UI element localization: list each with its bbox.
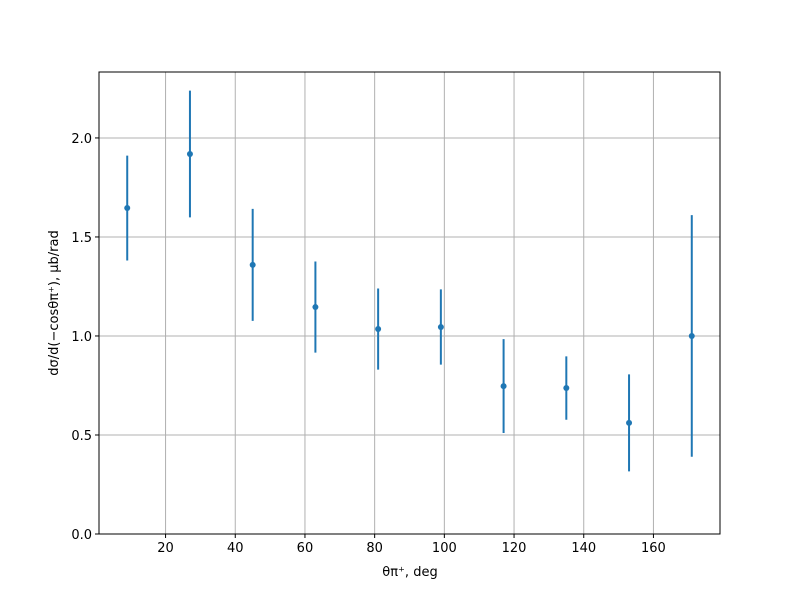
- y-tick-label: 0.0: [71, 528, 92, 543]
- y-tick-label: 1.5: [71, 231, 92, 246]
- x-tick-label: 80: [366, 541, 383, 556]
- data-point: [500, 383, 507, 390]
- data-point: [688, 332, 695, 339]
- y-tick-label: 1.0: [71, 330, 92, 345]
- x-tick-label: 100: [432, 541, 457, 556]
- y-axis-label: dσ/d(−cosθπ⁺), μb/rad: [47, 230, 62, 375]
- data-point: [626, 419, 633, 426]
- data-point: [563, 385, 570, 392]
- y-tick-label: 2.0: [71, 132, 92, 147]
- data-point: [124, 205, 131, 212]
- x-tick-label: 60: [297, 541, 314, 556]
- y-tick-label: 0.5: [71, 429, 92, 444]
- data-point: [375, 326, 382, 333]
- x-tick-label: 20: [157, 541, 174, 556]
- data-point: [437, 324, 444, 331]
- x-tick-label: 120: [502, 541, 527, 556]
- data-point: [312, 304, 319, 311]
- plot-frame: [98, 71, 721, 535]
- x-axis-label: θπ⁺, deg: [382, 565, 437, 580]
- data-point: [186, 150, 193, 157]
- x-tick-label: 40: [227, 541, 244, 556]
- x-tick-label: 140: [571, 541, 596, 556]
- x-tick-label: 160: [641, 541, 666, 556]
- data-point: [249, 261, 256, 268]
